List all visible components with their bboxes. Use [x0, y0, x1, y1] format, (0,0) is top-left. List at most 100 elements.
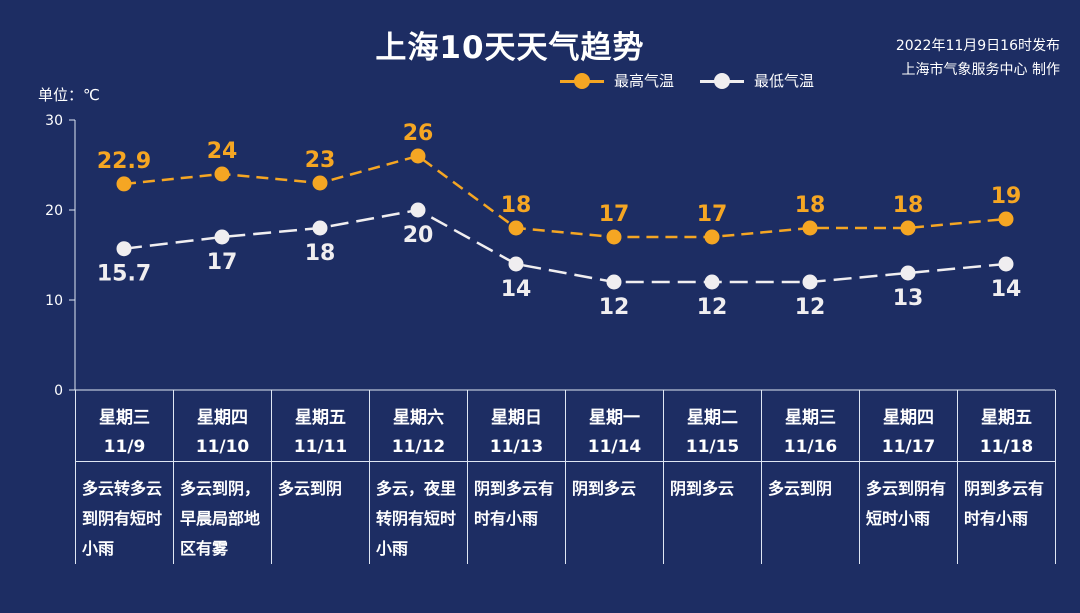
data-label-low: 14 [501, 277, 532, 302]
forecast-day: 星期六 11/12 多云，夜里转阴有短时小雨 [370, 390, 468, 564]
weekday-label: 星期六 [393, 408, 444, 428]
point-high [606, 229, 622, 245]
point-high [508, 220, 524, 236]
weather-description: 阴到多云 [572, 479, 637, 498]
data-label-high: 23 [305, 148, 336, 173]
day-header: 星期六 11/12 [370, 390, 467, 462]
data-label-high: 18 [501, 193, 532, 218]
point-low [704, 274, 720, 290]
weekday-label: 星期四 [197, 408, 248, 428]
day-header: 星期一 11/14 [566, 390, 663, 462]
point-high [802, 220, 818, 236]
weekday-label: 星期三 [99, 408, 150, 428]
weekday-label: 星期一 [589, 408, 640, 428]
publisher: 上海市气象服务中心 制作 [901, 62, 1060, 78]
weather-description: 多云到阴 [768, 479, 833, 498]
publish-info: 2022年11月9日16时发布 上海市气象服务中心 制作 [896, 34, 1060, 82]
date-label: 11/11 [293, 437, 348, 457]
weekday-label: 星期五 [295, 408, 346, 428]
date-label: 11/18 [979, 437, 1034, 457]
data-label-low: 12 [697, 295, 728, 320]
date-label: 11/9 [103, 437, 146, 457]
data-label-high: 24 [207, 139, 238, 164]
point-high [998, 211, 1014, 227]
weather-description: 多云，夜里转阴有短时小雨 [376, 479, 457, 558]
weather-description: 阴到多云有时有小雨 [474, 479, 555, 528]
day-header: 星期五 11/18 [958, 390, 1055, 462]
point-low [998, 256, 1014, 272]
weekday-label: 星期日 [491, 408, 542, 428]
unit-label: 单位：℃ [38, 86, 100, 104]
point-high [900, 220, 916, 236]
weather-description: 阴到多云有时有小雨 [964, 479, 1045, 528]
weekday-label: 星期四 [883, 408, 934, 428]
date-label: 11/14 [587, 437, 642, 457]
day-header: 星期三 11/16 [762, 390, 859, 462]
series-line-high [123, 154, 1007, 239]
data-label-low: 18 [305, 241, 336, 266]
legend-label-low: 最低气温 [754, 72, 815, 90]
data-label-low: 20 [403, 223, 434, 248]
data-label-low: 13 [893, 286, 924, 311]
day-header: 星期五 11/11 [272, 390, 369, 462]
point-low [214, 229, 230, 245]
data-label-high: 26 [403, 121, 434, 146]
forecast-day: 星期二 11/15 阴到多云 [664, 390, 762, 564]
forecast-day: 星期五 11/18 阴到多云有时有小雨 [958, 390, 1056, 564]
point-low [606, 274, 622, 290]
forecast-day: 星期日 11/13 阴到多云有时有小雨 [468, 390, 566, 564]
date-label: 11/13 [489, 437, 544, 457]
day-header: 星期日 11/13 [468, 390, 565, 462]
chart-title: 上海10天天气趋势 [375, 30, 645, 66]
weekday-label: 星期二 [687, 408, 738, 428]
data-label-low: 12 [795, 295, 826, 320]
legend-marker-high [560, 72, 604, 89]
weather-description: 多云转多云到阴有短时小雨 [82, 479, 163, 558]
forecast-day: 星期一 11/14 阴到多云 [566, 390, 664, 564]
point-low [900, 265, 916, 281]
data-label-low: 12 [599, 295, 630, 320]
weekday-label: 星期三 [785, 408, 836, 428]
point-low [802, 274, 818, 290]
point-low [410, 202, 426, 218]
day-header: 星期四 11/17 [860, 390, 957, 462]
y-tick-label: 30 [45, 113, 63, 129]
legend-marker-low [700, 72, 745, 89]
day-header: 星期四 11/10 [174, 390, 271, 462]
point-high [704, 229, 720, 245]
weather-description: 阴到多云 [670, 479, 735, 498]
day-header: 星期二 11/15 [664, 390, 761, 462]
date-label: 11/17 [881, 437, 936, 457]
data-label-high: 17 [697, 202, 728, 227]
forecast-day: 星期四 11/17 多云到阴有短时小雨 [860, 390, 958, 564]
data-label-low: 14 [991, 277, 1022, 302]
legend-item-low: 最低气温 [700, 70, 814, 91]
day-header: 星期三 11/9 [76, 390, 173, 462]
weather-description: 多云到阴，早晨局部地区有雾 [180, 479, 261, 558]
weather-description: 多云到阴 [278, 479, 343, 498]
data-label-high: 18 [893, 193, 924, 218]
data-label-high: 17 [599, 202, 630, 227]
date-label: 11/12 [391, 437, 446, 457]
legend-item-high: 最高气温 [560, 70, 674, 91]
weather-description: 多云到阴有短时小雨 [866, 479, 947, 528]
weekday-label: 星期五 [981, 408, 1032, 428]
date-label: 11/16 [783, 437, 838, 457]
data-label-high: 19 [991, 184, 1022, 209]
point-high [312, 175, 328, 191]
publish-time: 2022年11月9日16时发布 [895, 38, 1060, 54]
point-high [214, 166, 230, 182]
data-label-low: 15.7 [97, 262, 151, 287]
data-label-high: 22.9 [97, 149, 151, 174]
y-tick-label: 20 [45, 203, 63, 219]
point-low [116, 241, 132, 257]
date-label: 11/10 [195, 437, 250, 457]
data-label-high: 18 [795, 193, 826, 218]
forecast-day: 星期五 11/11 多云到阴 [272, 390, 370, 564]
data-label-low: 17 [207, 250, 238, 275]
point-low [312, 220, 328, 236]
forecast-day: 星期三 11/16 多云到阴 [762, 390, 860, 564]
y-tick-label: 10 [45, 293, 63, 309]
forecast-table: 星期三 11/9 多云转多云到阴有短时小雨 星期四 11/10 多云到阴，早晨局部地区有雾… [75, 390, 1056, 564]
